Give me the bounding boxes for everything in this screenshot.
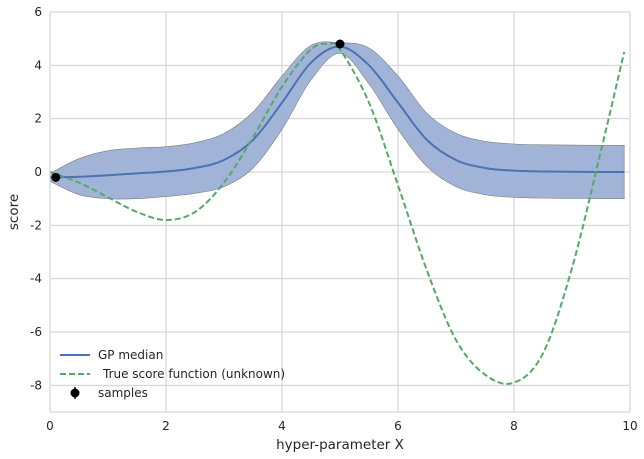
y-tick-label: 2 [34,112,42,126]
y-axis-label: score [6,194,22,230]
gp-confidence-band [49,41,625,200]
y-tick-label: -4 [30,272,42,286]
sample-point [51,172,61,182]
x-tick-label: 8 [510,419,518,433]
plot-background [50,12,630,412]
y-tick-label: -8 [30,378,42,392]
x-axis-label: hyper-parameter X [276,437,404,453]
y-tick-label: 4 [34,58,42,72]
x-tick-label: 10 [622,419,637,433]
x-tick-labels: 0 2 4 6 8 10 [46,419,637,433]
x-tick-label: 4 [278,419,286,433]
legend-label-true-score: True score function (unknown) [102,367,285,381]
x-tick-label: 0 [46,419,54,433]
samples-group [51,39,345,182]
y-tick-label: 0 [34,165,42,179]
y-tick-label: 6 [34,5,42,19]
legend-label-samples: samples [98,386,148,400]
sample-point [335,39,345,49]
y-tick-label: -6 [30,325,42,339]
true-score-line [49,42,626,385]
y-tick-labels: 6 4 2 0 -2 -4 -6 -8 [30,5,42,392]
legend-swatch-samples [70,388,80,398]
x-tick-label: 2 [162,419,170,433]
plot-border [49,11,631,413]
legend-label-gp-median: GP median [98,348,163,362]
y-tick-label: -2 [30,218,42,232]
x-tick-label: 6 [394,419,402,433]
legend: GP median True score function (unknown) … [60,348,285,400]
